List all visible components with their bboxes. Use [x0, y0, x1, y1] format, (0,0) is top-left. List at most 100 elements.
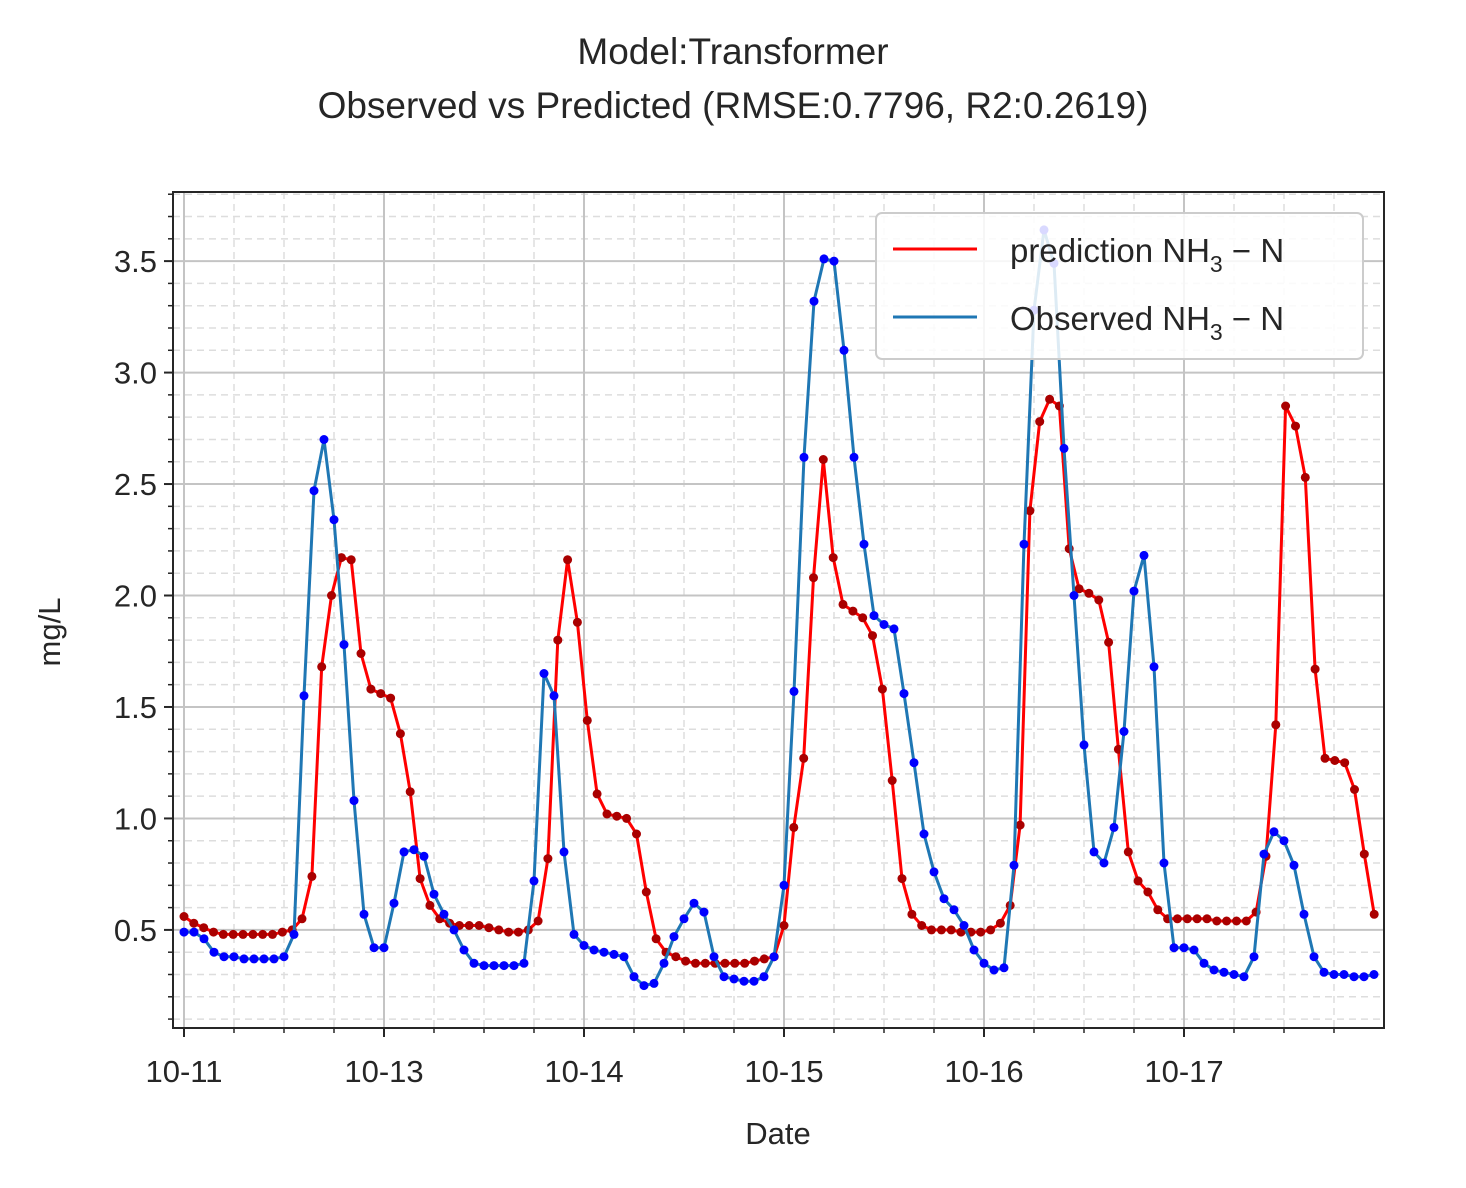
series-point-1 [539, 669, 549, 678]
series-point-1 [1179, 943, 1189, 953]
series-point-1 [429, 889, 439, 899]
x-tick-label: 10-14 [544, 1054, 623, 1089]
series-point-0 [533, 916, 543, 926]
series-point-0 [1320, 753, 1330, 763]
series-point-1 [1149, 662, 1159, 672]
series-point-1 [379, 943, 389, 953]
series-point-1 [1139, 550, 1149, 560]
series-point-1 [339, 640, 349, 650]
x-tick-label: 10-16 [944, 1054, 1023, 1089]
series-point-0 [1104, 637, 1114, 647]
series-point-1 [629, 972, 639, 982]
series-0 [179, 394, 1379, 968]
series-point-1 [769, 952, 779, 962]
y-tick-label: 2.0 [114, 579, 157, 614]
series-point-1 [269, 954, 279, 964]
series-point-0 [268, 929, 277, 939]
series-point-0 [779, 921, 789, 930]
series-point-0 [1182, 914, 1192, 924]
series-point-1 [1289, 860, 1299, 870]
series-point-0 [1143, 887, 1153, 897]
series-point-1 [779, 880, 789, 890]
series-point-1 [589, 945, 599, 955]
series-point-0 [1340, 758, 1350, 768]
series-point-0 [1015, 820, 1025, 830]
series-point-0 [1330, 756, 1340, 765]
series-point-0 [1202, 914, 1212, 924]
series-point-1 [319, 435, 329, 444]
series-point-1 [259, 954, 269, 964]
series-point-0 [740, 958, 750, 968]
x-tick-labels: 10-11 10-13 10-14 10-15 10-16 10-17 [146, 1054, 1224, 1089]
series-point-1 [349, 796, 359, 806]
series-point-0 [346, 555, 356, 565]
series-point-0 [809, 573, 818, 583]
series-point-1 [279, 952, 289, 962]
series-point-0 [927, 925, 936, 935]
series-point-1 [1159, 858, 1169, 868]
x-tick-label: 10-13 [344, 1054, 423, 1089]
series-point-1 [879, 620, 889, 629]
series-point-1 [449, 925, 459, 935]
series-point-1 [399, 847, 409, 857]
series-point-1 [1249, 952, 1259, 962]
series-point-0 [799, 753, 809, 763]
series-point-1 [1269, 827, 1279, 837]
series-point-0 [1045, 394, 1055, 404]
series-point-0 [986, 925, 996, 935]
series-point-0 [563, 555, 573, 565]
series-point-0 [759, 954, 769, 964]
series-point-0 [1222, 916, 1232, 926]
series-point-0 [1241, 916, 1251, 926]
series-point-0 [179, 912, 189, 921]
series-point-1 [439, 909, 449, 919]
series-point-0 [366, 684, 376, 694]
legend-label-prediction-main: prediction NH [1010, 232, 1210, 269]
series-point-0 [425, 900, 435, 910]
series-point-1 [489, 961, 499, 971]
series-point-1 [1009, 860, 1019, 870]
series-point-0 [484, 923, 494, 933]
series-point-0 [641, 887, 651, 897]
series-point-0 [218, 929, 228, 939]
series-point-0 [1094, 595, 1104, 605]
series-point-1 [689, 898, 699, 908]
series-point-1 [759, 972, 769, 982]
series-point-1 [389, 898, 399, 908]
series-point-0 [464, 921, 474, 930]
series-point-0 [651, 934, 661, 944]
series-point-0 [553, 635, 563, 645]
x-tick-label: 10-11 [146, 1054, 223, 1089]
legend-label-prediction-tail: − N [1223, 232, 1284, 269]
series-point-1 [479, 961, 489, 971]
series-point-1 [369, 943, 379, 953]
series-point-1 [959, 921, 969, 930]
series-point-1 [1219, 967, 1229, 977]
legend: prediction NH3 − N Observed NH3 − N [875, 212, 1364, 360]
series-point-0 [1359, 849, 1369, 859]
series-point-1 [1089, 847, 1099, 857]
series-point-0 [720, 958, 730, 968]
series-point-1 [1299, 909, 1309, 919]
series-point-1 [679, 914, 689, 924]
series-point-0 [307, 871, 317, 881]
legend-box [875, 212, 1364, 360]
series-point-0 [838, 599, 848, 609]
chart-subtitle: Observed vs Predicted (RMSE:0.7796, R2:0… [318, 85, 1149, 126]
series-point-1 [929, 867, 939, 877]
series-point-0 [336, 553, 346, 563]
series-point-0 [700, 958, 710, 968]
series-point-0 [238, 929, 248, 939]
plot-frame [172, 191, 1385, 1029]
series-point-1 [809, 296, 819, 306]
series-point-1 [1259, 849, 1269, 859]
chart-title: Model:Transformer [577, 31, 888, 72]
series-point-0 [622, 813, 632, 823]
series-point-1 [1129, 586, 1139, 596]
series-point-1 [499, 961, 509, 971]
series-point-0 [1035, 417, 1045, 427]
series-point-0 [1084, 588, 1094, 598]
series-point-1 [519, 958, 529, 968]
series-point-1 [1169, 943, 1179, 953]
